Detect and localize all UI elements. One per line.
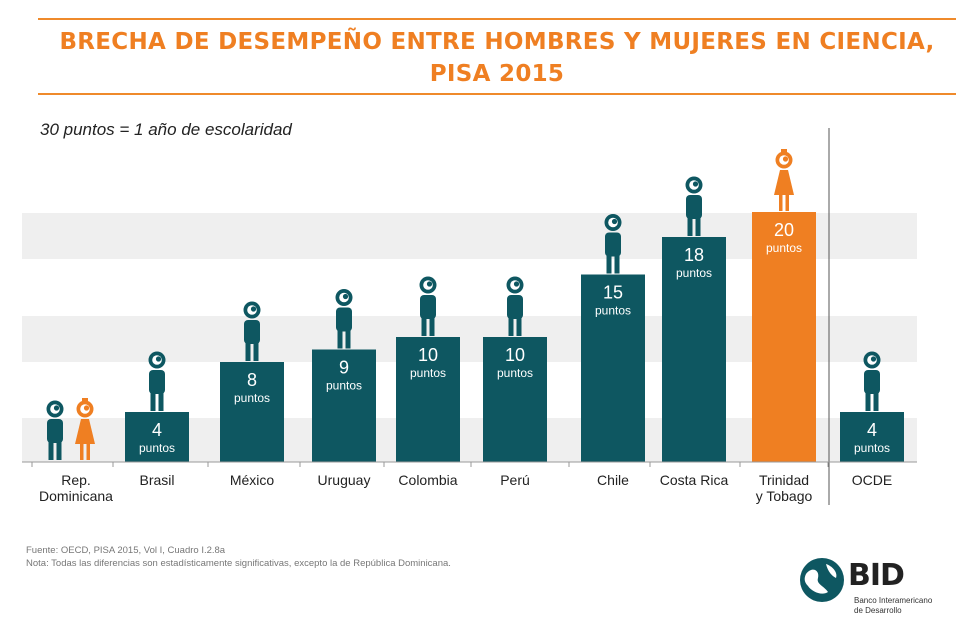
girl-icon [75,398,95,460]
bar-value-label: 9 [339,358,349,378]
bar [840,412,904,462]
chart-subtitle: 30 puntos = 1 año de escolaridad [40,120,292,139]
bar-unit-label: puntos [410,366,446,380]
bar-unit-label: puntos [595,304,631,318]
title-top-rule [38,18,956,20]
bar-value-label: 4 [867,420,877,440]
bar-chart: Rep.Dominicana4puntosBrasil8puntosMéxico… [22,128,917,505]
boy-icon [419,276,437,336]
category-label: OCDE [852,472,892,488]
bar-unit-label: puntos [497,366,533,380]
bar-value-label: 20 [774,220,794,240]
category-label: Colombia [398,472,457,488]
bar [752,212,816,462]
bar [396,337,460,462]
bar-unit-label: puntos [854,441,890,455]
category-label: Chile [597,472,629,488]
bid-logo: BID Banco Interamericano de Desarrollo [798,556,948,626]
bar [483,337,547,462]
boy-icon [148,351,166,411]
category-label: Perú [500,472,530,488]
bar-value-label: 4 [152,420,162,440]
category-label: México [230,472,275,488]
chart-title-line1: BRECHA DE DESEMPEÑO ENTRE HOMBRES Y MUJE… [59,29,935,55]
globe-icon [800,558,844,602]
title-bottom-rule [38,93,956,95]
girl-icon [774,149,794,211]
boy-icon [604,214,622,274]
bar-value-label: 10 [418,345,438,365]
source-text: Fuente: OECD, PISA 2015, Vol I, Cuadro I… [26,545,226,556]
bar-value-label: 15 [603,283,623,303]
category-label: Costa Rica [660,472,729,488]
bar [662,237,726,462]
note-text: Nota: Todas las diferencias son estadíst… [26,558,451,569]
bid-logo-line1: Banco Interamericano [854,596,933,605]
bar-value-label: 8 [247,370,257,390]
boy-icon [46,400,64,460]
bar-unit-label: puntos [676,266,712,280]
boy-icon [506,276,524,336]
bar [220,362,284,462]
chart-title: BRECHA DE DESEMPEÑO ENTRE HOMBRES Y MUJE… [38,26,956,90]
category-label: y Tobago [756,488,813,504]
chart-title-line2: PISA 2015 [429,61,565,87]
bar-unit-label: puntos [139,441,175,455]
category-label: Brasil [139,472,174,488]
bar [312,349,376,462]
boy-icon [863,351,881,411]
bar-unit-label: puntos [234,391,270,405]
bar-value-label: 10 [505,345,525,365]
category-label: Dominicana [39,488,113,504]
boy-icon [685,176,703,236]
category-label: Uruguay [318,472,371,488]
bar [581,274,645,462]
boy-icon [335,289,353,349]
bid-logo-line2: de Desarrollo [854,606,902,615]
bar [125,412,189,462]
category-label: Rep. [61,472,91,488]
bar-unit-label: puntos [766,241,802,255]
boy-icon [243,301,261,361]
bar-unit-label: puntos [326,379,362,393]
bid-logo-name: BID [848,558,905,593]
bar-value-label: 18 [684,245,704,265]
category-label: Trinidad [759,472,809,488]
